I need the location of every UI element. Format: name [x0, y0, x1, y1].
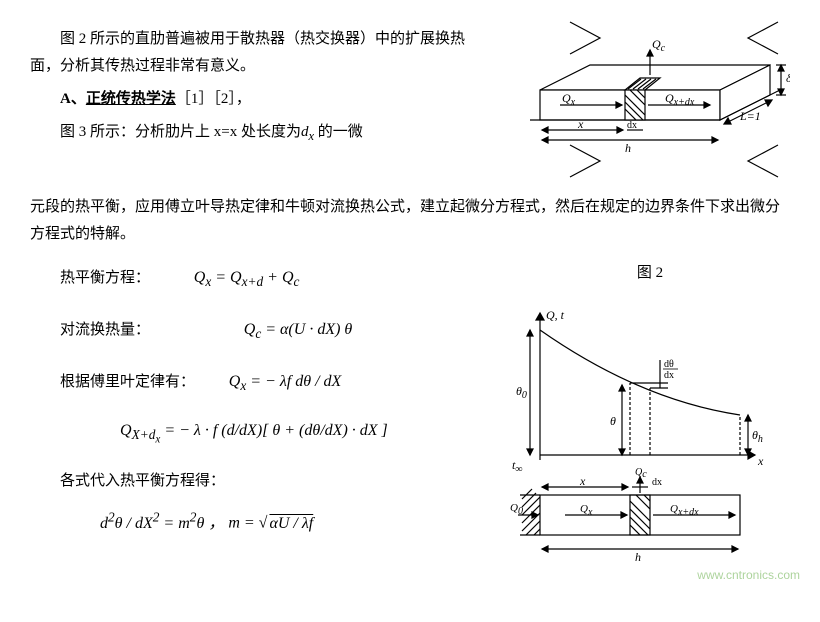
intro-para-2: 图 3 所示：分析肋片上 x=x 处长度为dx 的一微 [30, 119, 492, 148]
fig3-theta0: θ0 [516, 384, 527, 401]
section-a-title: 正统传热学法 [86, 91, 176, 107]
fig2-qc: Qc [652, 37, 666, 54]
eq-conv: Qc = α(U · dX) θ [244, 321, 353, 338]
section-a-heading: A、正统传热学法［1］［2］， [30, 86, 492, 113]
fig3-q0: Q0 [510, 502, 523, 517]
eq-final: d2θ / dX2 = m2θ ， m = √αU / λf [100, 505, 492, 538]
fig3-x: x [579, 474, 586, 488]
figure-2: Qc Qx Qx+dx x dx h δ L=1 [510, 20, 790, 180]
dx-sym: dx [301, 124, 314, 140]
eq-final-a: d2θ / dX2 = m2θ ， [100, 515, 224, 532]
eq-fourier: Qx = − λf dθ / dX [229, 373, 342, 390]
fig3-theta: θ [610, 414, 616, 428]
eq-balance-label: 热平衡方程： [60, 265, 180, 292]
fig3-xaxis: x [757, 454, 764, 468]
fig3-tinf: t∞ [512, 458, 522, 475]
eq-final-sqrt: αU / λf [267, 515, 313, 532]
eq-balance-line: 热平衡方程： Qx = Qx+d + Qc [30, 264, 492, 294]
section-a-prefix: A、 [60, 91, 86, 107]
fig3-dx: dx [652, 477, 662, 488]
eq-fourier-line: 根据傅里叶定律有： Qx = − λf dθ / dX [30, 368, 492, 398]
figure-3: Q, t θ0 θ dθ dx θh t∞ x x dx Q0 Qx Qc Qx… [510, 305, 790, 565]
eq-conv-label: 对流换热量： [60, 317, 180, 344]
fig3-dx-frac: dx [664, 370, 674, 381]
fig2-l: L=1 [739, 109, 761, 123]
intro2a: 图 3 所示：分析肋片上 x=x 处长度为 [60, 124, 301, 140]
fig2-caption: 图 2 [510, 260, 790, 287]
section-a-refs: ［1］［2］， [176, 91, 251, 107]
eq-qxdx: QX+dx = − λ · f (d/dX)[ θ + (dθ/dX) · dX… [120, 417, 492, 451]
intro-para-1: 图 2 所示的直肋普遍被用于散热器（热交换器）中的扩展换热面，分析其传热过程非常… [30, 26, 492, 80]
watermark: www.cntronics.com [697, 565, 800, 587]
fig2-delta: δ [786, 71, 790, 85]
eq-sub-label: 各式代入热平衡方程得： [30, 468, 492, 495]
fig3-yaxis: Q, t [546, 308, 565, 322]
eq-balance: Qx = Qx+d + Qc [194, 269, 300, 286]
intro-para-3: 元段的热平衡，应用傅立叶导热定律和牛顿对流换热公式，建立起微分方程式，然后在规定… [30, 194, 790, 248]
fig3-h: h [635, 550, 641, 564]
fig2-h: h [625, 141, 631, 155]
eq-conv-line: 对流换热量： Qc = α(U · dX) θ [30, 316, 492, 346]
eq-final-b: m = √αU / λf [228, 515, 313, 532]
fig3-thetah: θh [752, 428, 763, 445]
fig3-dtheta: dθ [664, 359, 674, 370]
eq-fourier-label: 根据傅里叶定律有： [60, 369, 195, 396]
fig2-dx: dx [627, 120, 637, 131]
fig2-x: x [577, 117, 584, 131]
intro2b: 的一微 [314, 124, 363, 140]
